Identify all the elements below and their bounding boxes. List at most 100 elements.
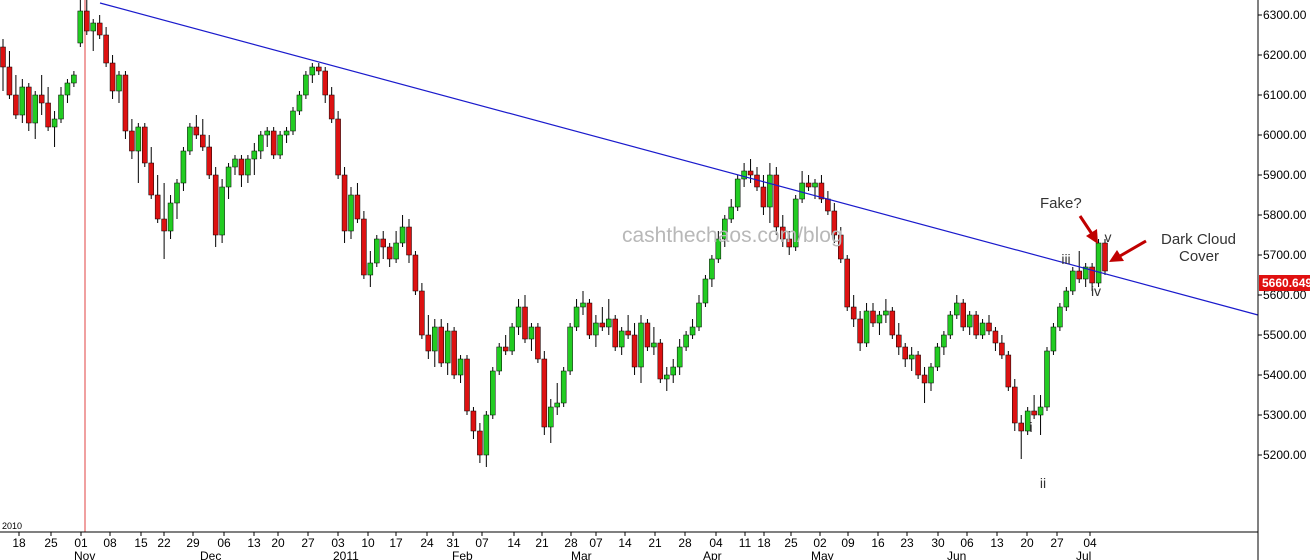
candle-up	[606, 299, 612, 335]
month-label: Apr	[703, 549, 722, 560]
candle-down	[657, 339, 664, 383]
candle-down	[1005, 351, 1012, 391]
candle-up	[715, 231, 722, 263]
candle-down	[999, 335, 1005, 359]
candle-down	[850, 295, 857, 327]
candle-down	[335, 111, 341, 179]
candle-up	[947, 311, 954, 339]
month-label: Nov	[74, 549, 95, 560]
x-tick-label: 27	[1050, 536, 1064, 550]
candle-down	[973, 311, 979, 339]
candle-down	[412, 251, 419, 295]
x-tick-label: 25	[44, 536, 58, 550]
candle-up	[309, 63, 316, 83]
candle-down	[316, 63, 322, 75]
candle-up	[1037, 395, 1044, 435]
candle-up	[638, 315, 644, 383]
candle-up	[457, 355, 464, 383]
month-label: Feb	[452, 549, 473, 560]
candle-up	[496, 343, 502, 375]
candle-up	[515, 299, 522, 335]
candle-down	[535, 323, 541, 363]
candle-down	[786, 231, 792, 255]
candle-down	[361, 211, 367, 279]
x-tick-label: 15	[134, 536, 148, 550]
candle-up	[225, 163, 232, 199]
x-tick-label: 25	[784, 536, 798, 550]
wave-label-iv: iv	[1091, 283, 1101, 299]
candle-up	[174, 179, 180, 219]
candle-down	[805, 175, 812, 191]
candle-down	[26, 83, 32, 131]
candle-down	[200, 119, 206, 151]
candle-up	[722, 215, 728, 247]
candle-down	[612, 315, 618, 351]
x-tick-label: 20	[1020, 536, 1034, 550]
y-tick-label: 5900.00	[1263, 168, 1307, 182]
x-tick-label: 11	[739, 536, 752, 550]
candle-up	[651, 327, 657, 355]
candle-up	[676, 339, 683, 375]
candle-up	[734, 175, 741, 211]
x-tick-label: 20	[271, 536, 285, 550]
candle-down	[831, 203, 838, 243]
candle-up	[863, 303, 870, 347]
candle-up	[683, 331, 689, 351]
candle-down	[857, 311, 863, 351]
candle-up	[64, 79, 71, 103]
candle-down	[206, 135, 212, 179]
candle-up	[966, 311, 973, 335]
month-label: Jul	[1076, 549, 1091, 560]
wave-label-v: v	[1105, 229, 1112, 245]
candle-down	[154, 175, 161, 223]
candle-up	[767, 163, 773, 223]
x-tick-label: 14	[618, 536, 632, 550]
candle-down	[354, 183, 361, 223]
dark-cloud-annotation-line2: Cover	[1179, 248, 1219, 265]
candle-down	[386, 243, 393, 267]
y-tick-label: 6200.00	[1263, 48, 1307, 62]
x-tick-label: 07	[475, 536, 489, 550]
candle-up	[264, 127, 270, 147]
candle-down	[142, 123, 148, 167]
candlestick-series	[0, 0, 1108, 467]
candle-down	[322, 67, 328, 103]
x-tick-label: 18	[12, 536, 26, 550]
y-tick-label: 5200.00	[1263, 448, 1307, 462]
candle-up	[1095, 239, 1102, 287]
candle-down	[238, 155, 245, 187]
y-axis: 6300.00 6200.00 6100.00 6000.00 5900.00 5800.…	[1258, 8, 1307, 462]
dark-cloud-annotation-line1: Dark Cloud	[1161, 231, 1236, 248]
candle-up	[490, 367, 496, 419]
candle-down	[631, 323, 638, 375]
candle-down	[419, 283, 425, 339]
candle-up	[979, 319, 986, 339]
candle-up	[593, 315, 599, 347]
x-tick-label: 29	[186, 536, 200, 550]
y-tick-label: 5800.00	[1263, 208, 1307, 222]
x-tick-label: 03	[331, 536, 345, 550]
x-tick-label: 31	[446, 536, 460, 550]
x-tick-label: 23	[900, 536, 914, 550]
month-label: May	[811, 549, 834, 560]
candle-up	[709, 255, 715, 287]
x-tick-label: 01	[74, 536, 88, 550]
candle-up	[618, 327, 625, 355]
candle-down	[406, 219, 412, 263]
x-tick-label: 06	[960, 536, 974, 550]
candle-down	[896, 323, 902, 355]
current-price: 5660.649	[1262, 276, 1310, 290]
candle-up	[741, 163, 747, 187]
candle-up	[792, 195, 799, 251]
candle-up	[689, 319, 696, 339]
candle-up	[1057, 303, 1063, 331]
y-tick-label: 5600.00	[1263, 288, 1307, 302]
candle-down	[129, 119, 135, 159]
candle-up	[116, 71, 122, 103]
candle-up	[954, 295, 960, 319]
candle-up	[528, 323, 535, 351]
candle-down	[161, 183, 167, 259]
candle-up	[167, 195, 174, 239]
x-tick-label: 22	[157, 536, 171, 550]
candle-up	[296, 91, 303, 115]
